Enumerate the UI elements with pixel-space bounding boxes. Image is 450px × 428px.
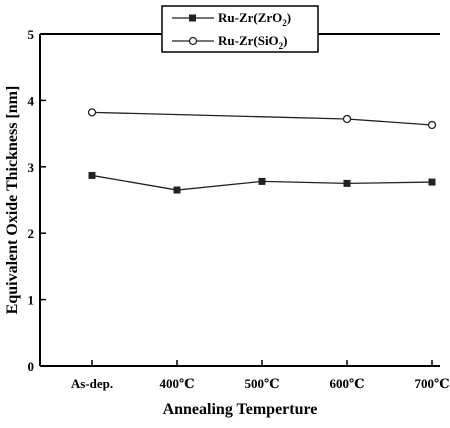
legend-entry-zro2: Ru-Zr(ZrO2) <box>172 10 291 28</box>
y-tick-label: 0 <box>28 359 35 374</box>
y-axis-title: Equivalent Oxide Thickness [nm] <box>4 86 21 315</box>
series-line-1 <box>91 111 433 126</box>
x-tick-label: 600℃ <box>329 376 364 391</box>
data-point-square <box>343 179 351 187</box>
legend-marker-square-icon <box>189 14 196 22</box>
legend-label-sio2: Ru-Zr(SiO2) <box>218 33 288 51</box>
x-tick-label: 700℃ <box>414 376 449 391</box>
data-point-circle <box>427 120 437 130</box>
data-point-square <box>173 186 181 194</box>
data-point-circle <box>87 108 97 117</box>
data-point-square <box>428 178 436 186</box>
axes <box>39 33 440 367</box>
legend-marker-circle-icon <box>188 36 198 46</box>
y-tick-label: 1 <box>28 293 35 308</box>
y-tick-label: 2 <box>28 226 35 241</box>
legend: Ru-Zr(ZrO2) Ru-Zr(SiO2) <box>161 5 319 53</box>
legend-label-zro2: Ru-Zr(ZrO2) <box>218 10 291 28</box>
data-point-circle <box>342 114 352 124</box>
y-tick-label: 5 <box>28 27 35 42</box>
x-tick-label: As-dep. <box>71 376 113 391</box>
x-tick-label: 400℃ <box>159 376 194 391</box>
y-ticks: 0 1 2 3 4 5 <box>28 27 46 374</box>
legend-box <box>161 5 319 53</box>
x-ticks: As-dep. 400℃ 500℃ 600℃ 700℃ <box>71 360 450 391</box>
y-tick-label: 3 <box>28 160 35 175</box>
data-point-square <box>88 171 96 179</box>
y-tick-label: 4 <box>28 93 35 108</box>
x-tick-label: 500℃ <box>244 376 279 391</box>
x-axis-title: Annealing Temperture <box>163 401 318 418</box>
series-layer <box>87 108 437 194</box>
legend-entry-sio2: Ru-Zr(SiO2) <box>172 33 288 51</box>
data-point-square <box>258 177 266 185</box>
